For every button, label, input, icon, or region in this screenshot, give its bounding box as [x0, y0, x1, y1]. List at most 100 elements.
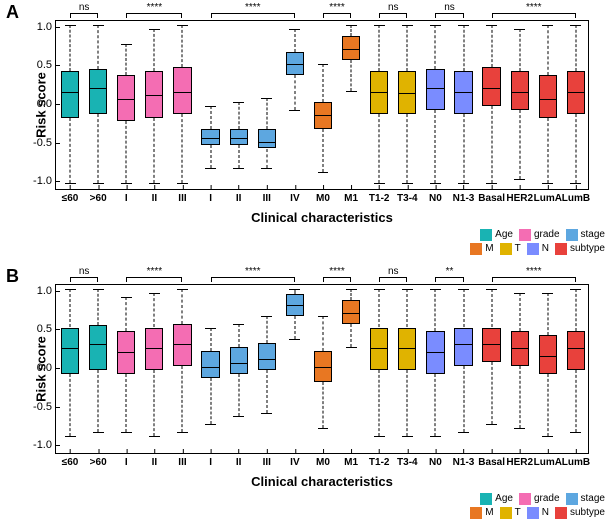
- y-tick: -0.5: [22, 401, 56, 413]
- boxplot: [370, 21, 388, 191]
- significance-label: ns: [388, 266, 399, 277]
- significance-label: ns: [388, 2, 399, 13]
- x-tick: Basal: [478, 453, 505, 468]
- x-tick: II: [152, 189, 158, 204]
- significance-bracket: [492, 13, 576, 14]
- boxplot: [173, 21, 191, 191]
- legend-swatch: [470, 507, 482, 519]
- significance-label: ****: [526, 266, 542, 277]
- x-tick: LumA: [534, 189, 562, 204]
- boxplot: [145, 285, 163, 455]
- x-tick: I: [125, 453, 128, 468]
- boxplot: [398, 285, 416, 455]
- boxplot: [286, 21, 304, 191]
- panel-label: B: [6, 266, 19, 287]
- boxplot: [426, 285, 444, 455]
- boxplot: [258, 21, 276, 191]
- x-tick: Basal: [478, 189, 505, 204]
- y-tick: 1.0: [22, 285, 56, 297]
- y-tick: 0.0: [22, 98, 56, 110]
- legend-label: subtype: [570, 242, 605, 256]
- x-tick: T3-4: [397, 453, 418, 468]
- panel-b: BRisk scoreClinical characteristics-1.0-…: [0, 264, 609, 529]
- y-tick: 0.5: [22, 59, 56, 71]
- x-tick: II: [152, 453, 158, 468]
- significance-label: ns: [79, 2, 90, 13]
- legend-label: Age: [495, 492, 513, 506]
- boxplot: [539, 21, 557, 191]
- x-tick: ≤60: [62, 189, 79, 204]
- boxplot: [567, 21, 585, 191]
- legend-item: stage: [566, 492, 605, 506]
- legend-swatch: [527, 507, 539, 519]
- legend-item: Age: [480, 228, 513, 242]
- y-tick: 1.0: [22, 21, 56, 33]
- significance-label: ns: [79, 266, 90, 277]
- legend-item: T: [500, 506, 521, 520]
- x-tick: I: [125, 189, 128, 204]
- significance-label: **: [446, 266, 454, 277]
- legend-label: stage: [581, 492, 605, 506]
- boxplot: [61, 285, 79, 455]
- boxplot: [342, 285, 360, 455]
- x-tick: IV: [290, 189, 299, 204]
- boxplot: [89, 285, 107, 455]
- legend-item: grade: [519, 228, 560, 242]
- legend-item: M: [470, 506, 493, 520]
- x-axis-label: Clinical characteristics: [55, 474, 589, 489]
- y-tick: 0.0: [22, 362, 56, 374]
- x-tick: M1: [344, 189, 358, 204]
- legend-label: stage: [581, 228, 605, 242]
- significance-bracket: [435, 277, 463, 278]
- significance-label: ****: [245, 266, 261, 277]
- legend-item: N: [527, 506, 549, 520]
- legend-label: T: [515, 506, 521, 520]
- x-tick: T1-2: [369, 189, 390, 204]
- boxplot: [145, 21, 163, 191]
- boxplot: [314, 285, 332, 455]
- significance-bracket: [70, 13, 98, 14]
- x-tick: M0: [316, 453, 330, 468]
- significance-bracket: [323, 13, 351, 14]
- boxplot: [482, 285, 500, 455]
- significance-bracket: [379, 277, 407, 278]
- x-tick: >60: [90, 189, 107, 204]
- legend-item: T: [500, 242, 521, 256]
- significance-bracket: [211, 277, 295, 278]
- legend-swatch: [470, 243, 482, 255]
- legend-swatch: [500, 507, 512, 519]
- x-tick: LumA: [534, 453, 562, 468]
- boxplot: [314, 21, 332, 191]
- x-tick: I: [209, 453, 212, 468]
- boxplot: [398, 21, 416, 191]
- significance-label: ****: [526, 2, 542, 13]
- significance-bracket: [379, 13, 407, 14]
- x-tick: I: [209, 189, 212, 204]
- significance-bracket: [211, 13, 295, 14]
- plot-area: -1.0-0.50.00.51.0≤60>60IIIIIIIIIIIIIVM0M…: [55, 20, 589, 190]
- legend-swatch: [480, 493, 492, 505]
- boxplot: [230, 285, 248, 455]
- x-tick: >60: [90, 453, 107, 468]
- x-tick: III: [178, 189, 186, 204]
- x-tick: N0: [429, 453, 442, 468]
- legend-item: M: [470, 242, 493, 256]
- significance-label: ****: [147, 2, 163, 13]
- legend-item: subtype: [555, 506, 605, 520]
- significance-bracket: [492, 277, 576, 278]
- legend-swatch: [519, 229, 531, 241]
- boxplot: [117, 285, 135, 455]
- legend-label: M: [485, 242, 493, 256]
- x-tick: III: [263, 189, 271, 204]
- significance-label: ****: [147, 266, 163, 277]
- x-tick: IV: [290, 453, 299, 468]
- panel-a: ARisk scoreClinical characteristics-1.0-…: [0, 0, 609, 264]
- y-tick: -1.0: [22, 175, 56, 187]
- figure: ARisk scoreClinical characteristics-1.0-…: [0, 0, 609, 529]
- significance-bracket: [126, 13, 182, 14]
- legend-label: M: [485, 506, 493, 520]
- significance-label: ns: [444, 2, 455, 13]
- legend-item: subtype: [555, 242, 605, 256]
- panel-label: A: [6, 2, 19, 23]
- x-tick: M1: [344, 453, 358, 468]
